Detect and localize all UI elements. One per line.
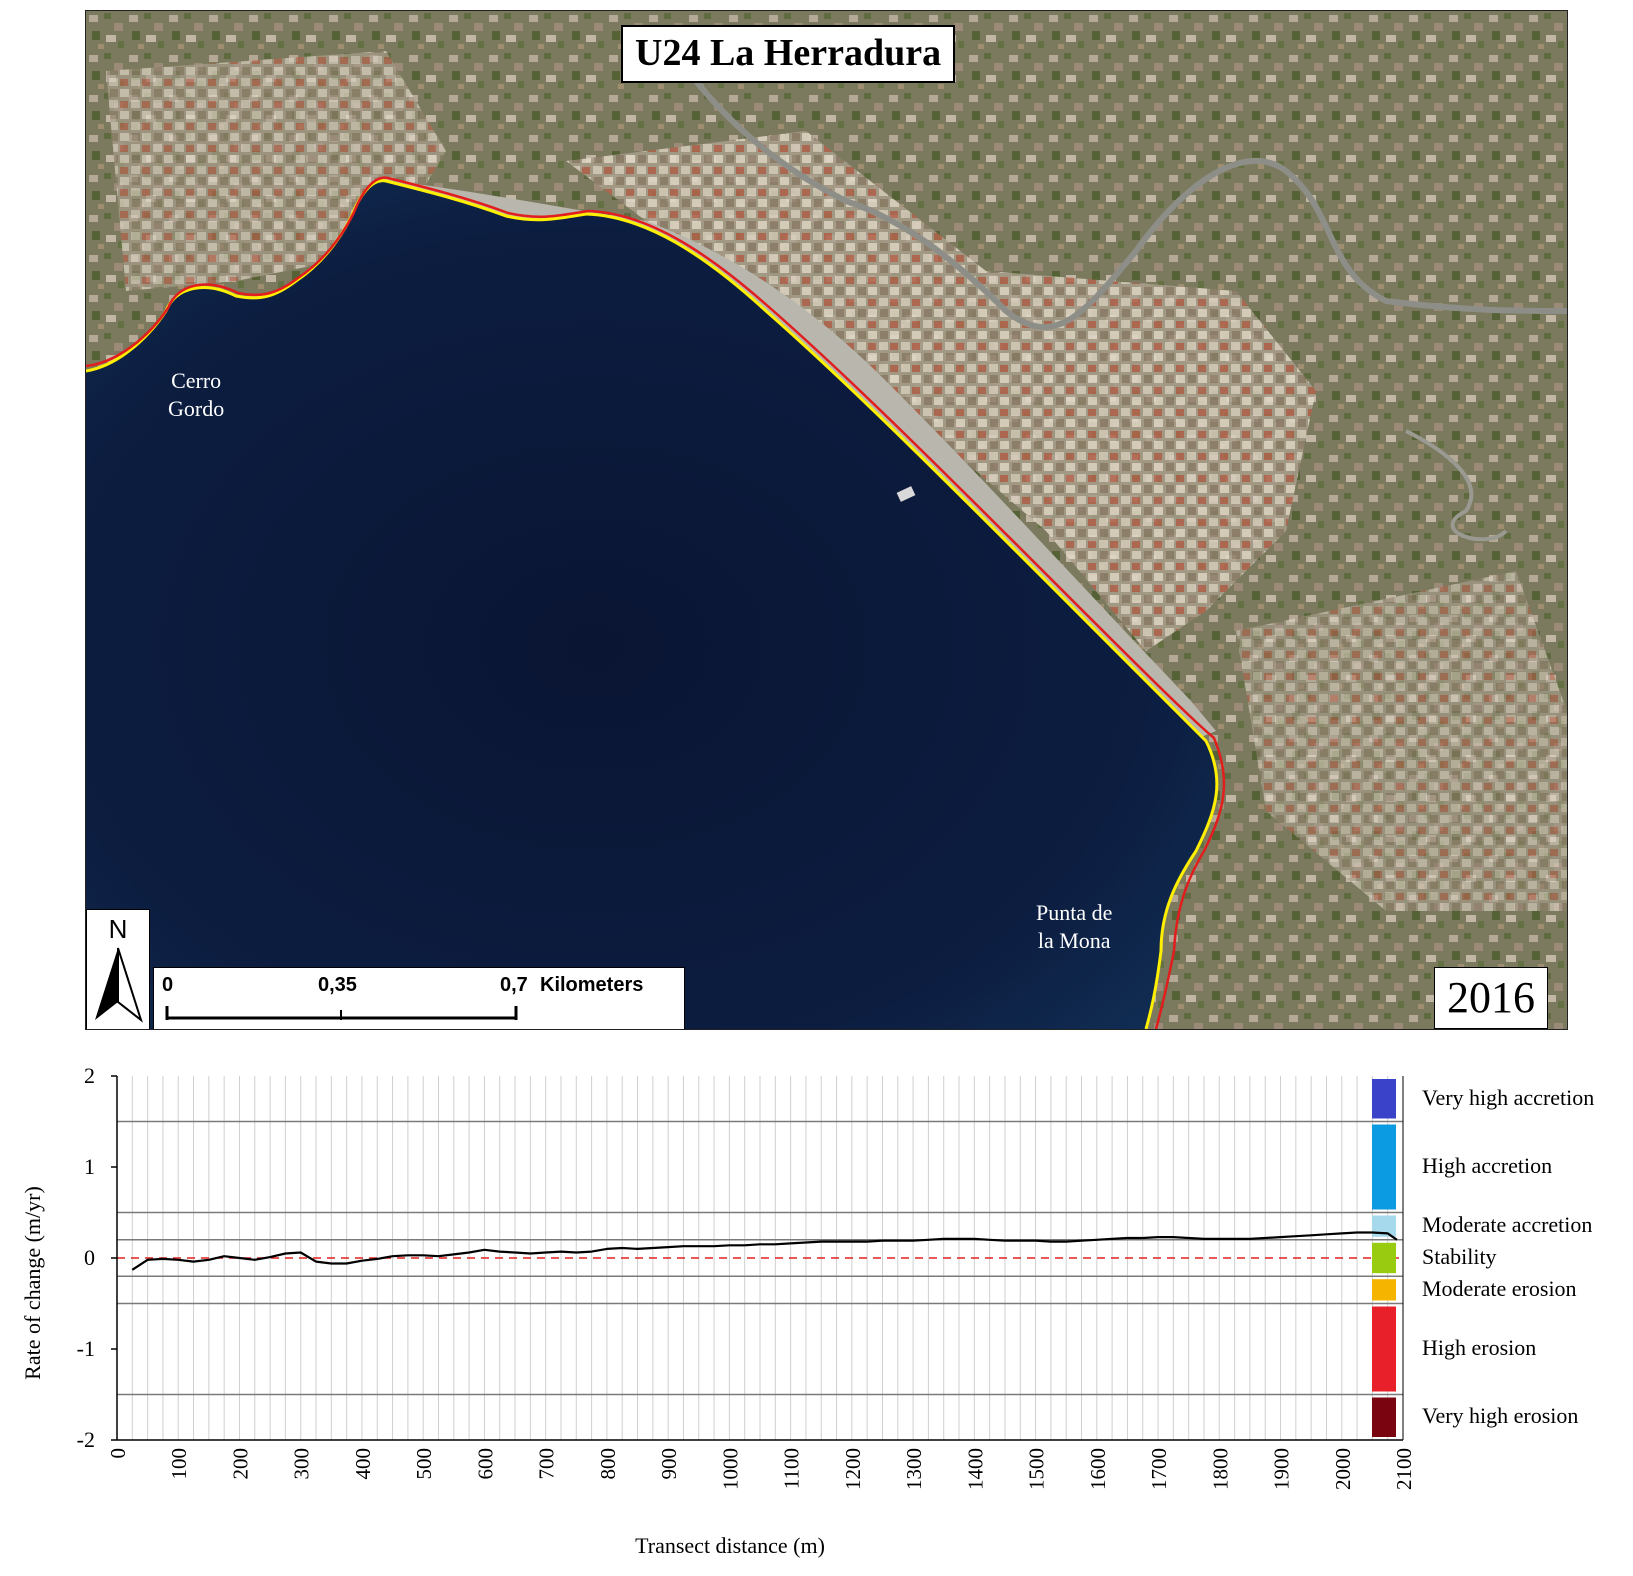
aerial-map: U24 La Herradura Cerro Gordo Punta de la… xyxy=(85,10,1568,1030)
legend-label: Very high accretion xyxy=(1422,1084,1595,1110)
legend-swatch xyxy=(1372,1279,1396,1301)
legend-swatch xyxy=(1372,1306,1396,1392)
legend-label: High accretion xyxy=(1422,1153,1553,1178)
x-tick-label: 1500 xyxy=(1025,1448,1049,1490)
place-label-punta-de-la-mona: Punta de la Mona xyxy=(1036,900,1113,953)
legend-swatch xyxy=(1372,1079,1396,1119)
north-arrow-icon xyxy=(95,947,143,1023)
scale-tick-0: 0 xyxy=(162,974,174,996)
x-tick-label: 800 xyxy=(596,1448,620,1480)
x-tick-label: 1900 xyxy=(1270,1448,1294,1490)
x-axis-title: Transect distance (m) xyxy=(635,1533,825,1558)
y-tick-label: 1 xyxy=(84,1154,95,1179)
x-tick-label: 500 xyxy=(412,1448,436,1480)
x-tick-label: 1000 xyxy=(718,1448,742,1490)
x-tick-label: 900 xyxy=(657,1448,681,1480)
legend-swatch xyxy=(1372,1124,1396,1210)
legend-color-bars xyxy=(1372,1079,1396,1437)
scale-tick-1: 0,35 xyxy=(318,974,357,996)
scale-unit: Kilometers xyxy=(540,974,644,996)
x-tick-label: 1400 xyxy=(963,1448,987,1490)
series-line xyxy=(131,1231,1398,1271)
legend-label: Moderate erosion xyxy=(1422,1275,1577,1301)
x-tick-label: 400 xyxy=(351,1448,375,1480)
y-tick-labels: 2 1 0 -1 -2 xyxy=(77,1063,117,1452)
map-title: U24 La Herradura xyxy=(621,25,956,83)
x-tick-label: 0 xyxy=(106,1448,130,1459)
x-tick-label: 1300 xyxy=(902,1448,926,1490)
x-tick-label: 300 xyxy=(290,1448,314,1480)
map-year: 2016 xyxy=(1434,967,1548,1029)
y-tick-label: 0 xyxy=(84,1245,95,1270)
x-tick-label: 1600 xyxy=(1086,1448,1110,1490)
scale-bar-graphic xyxy=(165,1006,518,1020)
place-label-cerro-gordo: Cerro Gordo xyxy=(168,368,225,421)
class-boundary-lines xyxy=(117,1120,1403,1396)
series-group xyxy=(131,1231,1398,1271)
legend-label: Stability xyxy=(1422,1244,1497,1269)
x-tick-label: 1800 xyxy=(1208,1448,1232,1490)
legend-swatch xyxy=(1372,1242,1396,1274)
legend-swatch xyxy=(1372,1215,1396,1237)
y-tick-label: -2 xyxy=(77,1427,95,1452)
x-tick-label: 1100 xyxy=(780,1448,804,1489)
rate-of-change-chart: 2 1 0 -1 -2 0 100 200 300 400 500 600 700 800 900 1000… xyxy=(77,1063,1416,1490)
x-tick-label: 600 xyxy=(473,1448,497,1480)
x-tick-labels: 0 100 200 300 400 500 600 700 800 900 1000 1100 1200… xyxy=(106,1448,1416,1490)
x-tick-label: 2000 xyxy=(1331,1448,1355,1490)
map-imagery xyxy=(86,11,1567,1029)
x-tick-label: 100 xyxy=(167,1448,191,1480)
y-tick-label: -1 xyxy=(77,1336,95,1361)
scale-bar: 0 0,35 0,7 Kilometers xyxy=(153,967,685,1029)
y-tick-label: 2 xyxy=(84,1063,95,1088)
x-tick-label: 1700 xyxy=(1147,1448,1171,1490)
y-axis-title: Rate of change (m/yr) xyxy=(20,1186,45,1380)
legend-swatch xyxy=(1372,1397,1396,1437)
x-tick-label: 2100 xyxy=(1392,1448,1416,1490)
north-label: N xyxy=(108,914,128,944)
legend-label: Moderate accretion xyxy=(1422,1212,1593,1238)
scale-tick-2: 0,7 xyxy=(500,974,528,996)
legend-label: Very high erosion xyxy=(1422,1403,1579,1429)
north-arrow: N xyxy=(86,909,150,1029)
legend-label: High erosion xyxy=(1422,1335,1537,1360)
x-tick-label: 200 xyxy=(228,1448,252,1480)
x-tick-label: 1200 xyxy=(841,1448,865,1490)
x-tick-label: 700 xyxy=(535,1448,559,1480)
